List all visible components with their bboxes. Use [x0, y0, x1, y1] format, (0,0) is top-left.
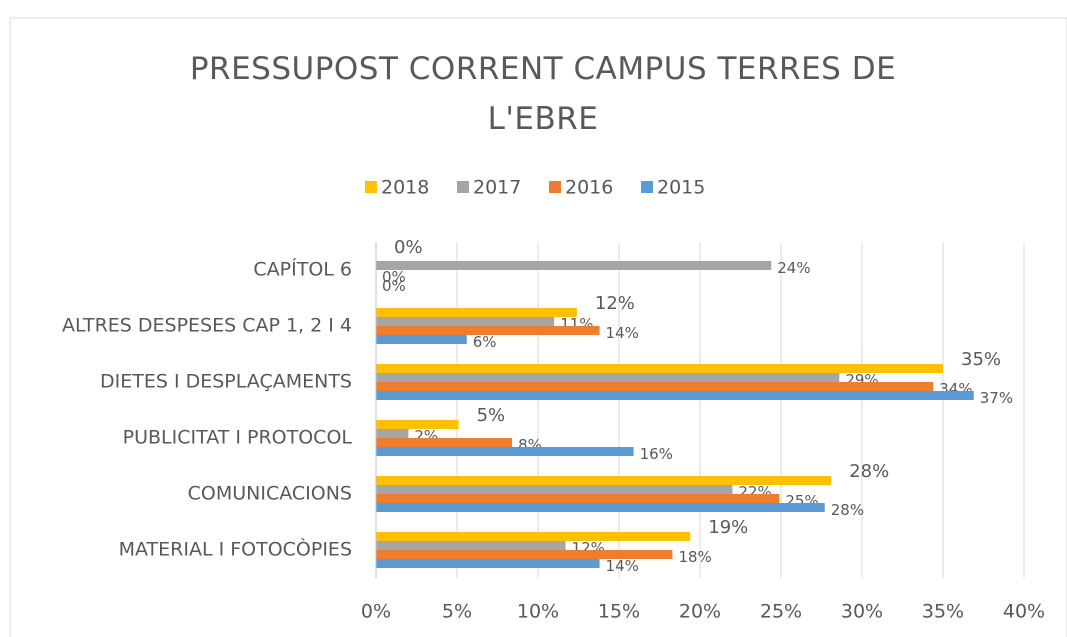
legend-swatch: [549, 181, 561, 193]
x-tick-label: 40%: [1003, 601, 1045, 623]
data-label: 5%: [477, 405, 506, 426]
bar: [376, 391, 974, 400]
x-tick-label: 0%: [361, 601, 391, 623]
data-label: 18%: [678, 548, 711, 566]
x-tick-label: 35%: [922, 601, 964, 623]
x-tick-label: 15%: [598, 601, 640, 623]
data-label: 24%: [777, 259, 810, 277]
bar: [376, 317, 555, 326]
y-tick-label: ALTRES DESPESES CAP 1, 2 I 4: [62, 315, 352, 337]
bar: [376, 532, 691, 541]
x-tick-label: 25%: [760, 601, 802, 623]
legend-label: 2015: [657, 177, 705, 199]
legend-label: 2017: [473, 177, 521, 199]
data-label: 14%: [606, 324, 639, 342]
bar: [376, 447, 634, 456]
legend-swatch: [365, 181, 377, 193]
bar: [376, 476, 832, 485]
data-label: 0%: [382, 277, 406, 295]
data-label: 28%: [831, 501, 864, 519]
y-tick-label: MATERIAL I FOTOCÒPIES: [119, 537, 352, 561]
bar: [376, 326, 600, 335]
data-label: 19%: [708, 517, 748, 538]
data-label: 16%: [640, 445, 673, 463]
bar: [376, 429, 409, 438]
y-tick-label: COMUNICACIONS: [188, 483, 352, 505]
y-tick-label: CAPÍTOL 6: [253, 258, 352, 281]
x-tick-label: 30%: [841, 601, 883, 623]
bar: [376, 308, 577, 317]
bar: [376, 438, 513, 447]
bar: [376, 494, 780, 503]
bar: [376, 485, 733, 494]
bar: [376, 335, 467, 344]
legend-swatch: [457, 181, 469, 193]
x-tick-label: 20%: [679, 601, 721, 623]
data-label: 0%: [394, 237, 423, 258]
bar: [376, 373, 840, 382]
data-label: 37%: [980, 389, 1013, 407]
bar: [376, 541, 566, 550]
bar: [376, 559, 600, 568]
data-label: 14%: [606, 557, 639, 575]
bar: [376, 364, 943, 373]
data-label: 12%: [595, 293, 635, 314]
data-label: 6%: [473, 333, 497, 351]
bar: [376, 420, 459, 429]
data-label: 35%: [961, 349, 1001, 370]
bar: [376, 550, 673, 559]
legend-swatch: [641, 181, 653, 193]
legend-label: 2018: [381, 177, 429, 199]
y-tick-label: DIETES I DESPLAÇAMENTS: [100, 371, 352, 393]
data-label: 0%: [382, 268, 406, 286]
data-label: 28%: [849, 461, 889, 482]
bar: [376, 503, 825, 512]
x-tick-label: 5%: [442, 601, 472, 623]
y-tick-label: PUBLICITAT I PROTOCOL: [123, 427, 353, 449]
x-tick-label: 10%: [517, 601, 559, 623]
bar: [376, 382, 934, 391]
legend-label: 2016: [565, 177, 613, 199]
bar: [376, 261, 772, 270]
chart-title: PRESSUPOST CORRENT CAMPUS TERRES DE L'EB…: [189, 51, 897, 137]
